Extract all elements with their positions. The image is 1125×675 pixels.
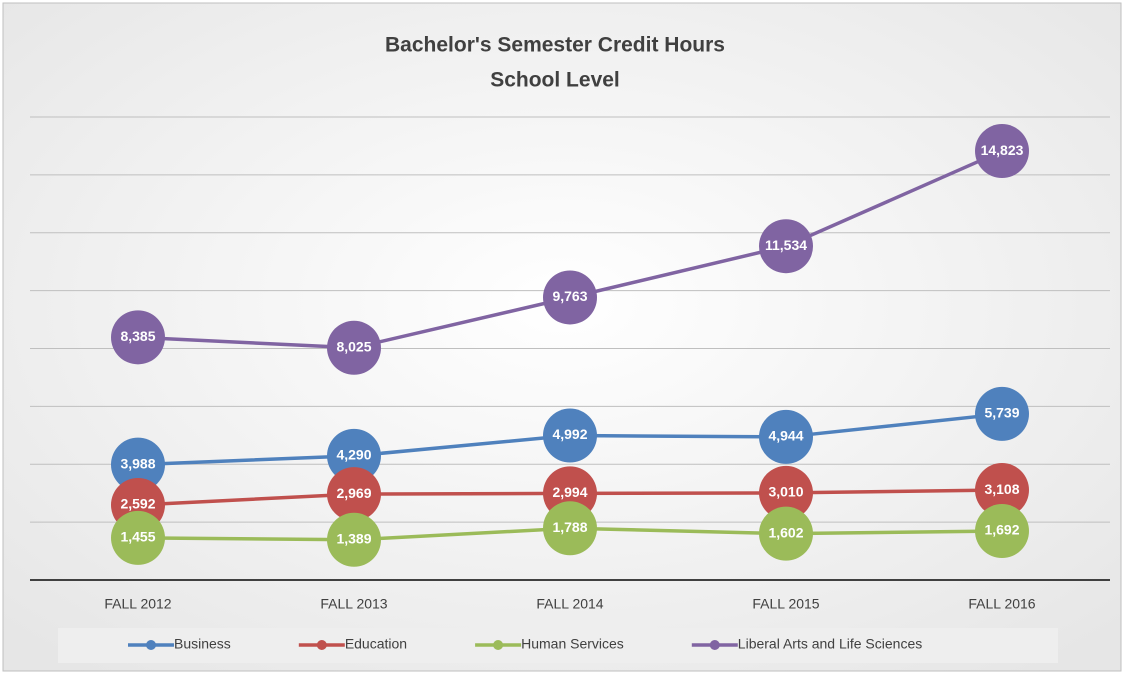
data-label: 4,944 (768, 428, 803, 444)
data-label: 11,534 (765, 237, 807, 253)
x-tick-label: FALL 2013 (320, 596, 387, 612)
data-marker (759, 506, 813, 561)
data-label: 1,692 (984, 522, 1019, 538)
legend-label: Human Services (521, 636, 624, 652)
legend-marker (493, 640, 504, 650)
data-marker (327, 428, 381, 483)
data-marker (327, 467, 381, 522)
legend-box (58, 628, 1058, 663)
data-label: 1,389 (336, 531, 371, 547)
data-marker (327, 512, 381, 567)
data-label: 1,455 (120, 529, 155, 545)
data-label: 1,788 (552, 519, 587, 535)
legend-label: Business (174, 636, 231, 652)
legend-marker (146, 640, 156, 650)
chart-subtitle: School Level (490, 69, 620, 92)
data-marker (975, 463, 1029, 518)
data-label: 3,108 (984, 481, 1019, 497)
data-label: 9,763 (552, 288, 587, 304)
data-marker (975, 124, 1029, 179)
data-label: 8,385 (120, 328, 155, 344)
data-label: 3,988 (120, 455, 155, 471)
data-marker (543, 270, 597, 325)
data-label: 1,602 (768, 524, 803, 540)
data-label: 2,969 (336, 485, 371, 501)
x-tick-label: FALL 2015 (752, 596, 819, 612)
data-label: 8,025 (336, 338, 371, 354)
data-marker (111, 437, 165, 492)
x-tick-label: FALL 2016 (968, 596, 1035, 612)
data-marker (759, 409, 813, 464)
data-marker (111, 310, 165, 365)
legend-marker (709, 640, 720, 650)
data-label: 2,592 (120, 496, 155, 512)
data-label: 4,992 (552, 426, 587, 442)
legend-label: Liberal Arts and Life Sciences (738, 636, 922, 652)
data-label: 5,739 (984, 405, 1019, 421)
data-marker (111, 510, 165, 565)
legend-label: Education (345, 636, 407, 652)
data-label: 14,823 (981, 142, 1024, 158)
data-marker (759, 219, 813, 274)
chart-title: Bachelor's Semester Credit Hours (385, 34, 725, 57)
data-label: 3,010 (768, 484, 803, 500)
x-tick-label: FALL 2014 (536, 596, 603, 612)
legend-marker (316, 640, 327, 650)
data-marker (759, 465, 813, 520)
data-marker (975, 386, 1029, 441)
data-marker (543, 408, 597, 463)
data-label: 2,994 (552, 484, 587, 500)
data-marker (975, 504, 1029, 559)
data-marker (543, 501, 597, 556)
x-tick-label: FALL 2012 (104, 596, 171, 612)
data-label: 4,290 (336, 447, 371, 463)
data-marker (327, 320, 381, 375)
